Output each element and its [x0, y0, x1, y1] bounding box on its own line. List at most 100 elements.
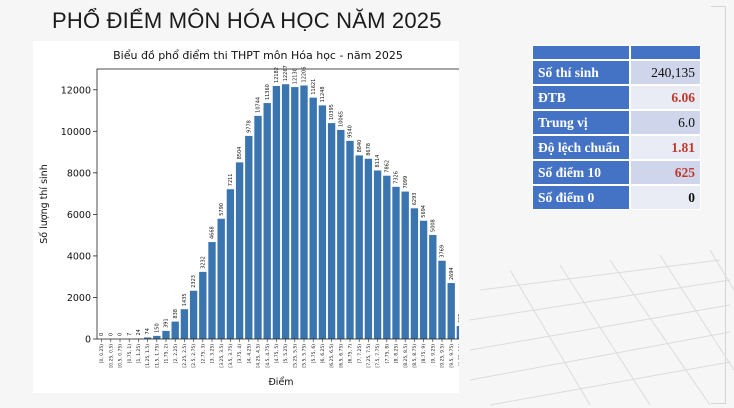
histogram-bar	[245, 135, 253, 339]
bar-value-label: 9540	[348, 125, 354, 138]
histogram-bar	[300, 85, 308, 339]
x-tick-label: [4.25, 4.5)	[256, 344, 262, 368]
x-tick-label: [7.5, 7.75)	[375, 344, 381, 368]
x-tick-label: [9.5, 9.75)	[449, 344, 455, 368]
x-tick-label: [4, 4.25)	[246, 344, 252, 363]
x-tick-label: [2, 2.25)	[173, 344, 179, 363]
histogram-bar	[199, 271, 207, 339]
bar-value-label: 11360	[265, 84, 271, 100]
bar-value-label: 0	[118, 333, 124, 336]
bar-value-label: 8114	[375, 155, 381, 168]
bar-value-label: 10395	[329, 104, 335, 120]
stats-value: 6.06	[630, 85, 701, 110]
x-tick-label: [8.75, 9)	[421, 344, 427, 363]
bar-value-label: 74	[145, 328, 151, 334]
x-tick-label: [0.25, 0.5)	[108, 344, 114, 368]
stats-row: Trung vị 6.0	[532, 110, 701, 135]
bar-value-label: 5694	[421, 205, 427, 218]
bar-value-label: 2694	[449, 267, 455, 280]
y-tick-label: 10000	[61, 127, 91, 138]
bar-value-label: 2323	[191, 275, 197, 288]
histogram-bar	[180, 309, 189, 339]
bar-value-label: 150	[154, 323, 160, 333]
x-tick-label: [8, 8.25)	[394, 344, 400, 363]
histogram-bar	[438, 260, 446, 339]
histogram-bar	[189, 290, 198, 339]
x-tick-label: [6.25, 6.5)	[329, 344, 335, 368]
histogram-bar	[401, 191, 409, 339]
x-tick-label: [3, 3.25)	[210, 344, 216, 363]
histogram-bar	[143, 337, 152, 339]
bar-value-label: 5008	[430, 219, 436, 232]
histogram-bar	[254, 115, 262, 340]
x-tick-label: [3.75, 4)	[237, 344, 243, 363]
histogram-bar	[355, 155, 363, 339]
histogram-bar	[263, 103, 271, 339]
x-tick-label: [5.75, 6)	[311, 344, 317, 363]
histogram-bar	[419, 220, 428, 339]
bar-value-label: 7099	[403, 176, 409, 189]
x-tick-label: [2.5, 2.75)	[191, 344, 197, 368]
bar-value-label: 12267	[283, 65, 289, 81]
x-tick-label: [0, 0.25)	[99, 344, 105, 363]
bar-value-label: 0	[108, 333, 114, 336]
bar-value-label: 838	[173, 309, 179, 319]
y-tick-label: 2000	[67, 293, 91, 304]
stats-label: Số thí sinh	[532, 60, 630, 85]
stats-value: 240,135	[630, 60, 701, 85]
x-tick-label: [2.75, 3)	[200, 344, 206, 363]
x-tick-label: [9.75, 10]	[458, 344, 459, 366]
histogram-bar	[410, 208, 419, 339]
x-tick-label: [6.75, 7)	[348, 344, 354, 363]
stats-row: Độ lệch chuẩn 1.81	[532, 135, 701, 160]
histogram-bar	[309, 97, 317, 339]
y-tick-label: 8000	[67, 168, 91, 179]
histogram-bar	[291, 87, 299, 339]
bar-value-label: 391	[164, 318, 170, 328]
histogram-bar	[327, 123, 336, 339]
stats-value: 6.0	[630, 110, 701, 135]
stats-row: Số điểm 10 625	[532, 160, 701, 185]
x-tick-label: [4.75, 5)	[274, 344, 280, 363]
bar-value-label: 8840	[357, 140, 363, 153]
bar-value-label: 8678	[366, 143, 372, 156]
bar-value-label: 11248	[320, 86, 326, 102]
stats-row: Số thí sinh 240,135	[532, 60, 701, 85]
statistics-table: Số thí sinh 240,135 ĐTB 6.06 Trung vị 6.0 Độ l…	[532, 45, 701, 210]
histogram-bar	[208, 242, 216, 339]
bar-value-label: 8504	[237, 147, 243, 160]
x-tick-label: [3.5, 3.75)	[228, 344, 234, 368]
bar-value-label: 7	[127, 333, 133, 336]
stats-label: Trung vị	[532, 110, 630, 135]
y-tick-label: 4000	[67, 251, 91, 262]
x-tick-label: [0.5, 0.75)	[118, 344, 124, 368]
x-tick-label: [8.5, 8.75)	[412, 344, 418, 368]
x-tick-label: [1.5, 1.75)	[154, 344, 160, 368]
x-tick-label: [0.75, 1)	[127, 344, 133, 363]
stats-header-cell	[630, 45, 701, 60]
bar-value-label: 10065	[338, 111, 344, 127]
x-tick-label: [5, 5.25)	[283, 344, 289, 363]
x-tick-label: [4.5, 4.75)	[265, 344, 271, 368]
x-tick-label: [5.5, 5.75)	[302, 344, 308, 368]
bar-value-label: 1435	[182, 293, 188, 306]
histogram-bar	[383, 175, 391, 339]
x-tick-label: [8.25, 8.5)	[403, 344, 409, 368]
bar-value-label: 7326	[394, 171, 400, 184]
stats-label: Độ lệch chuẩn	[532, 135, 630, 160]
x-tick-label: [2.25, 2.5)	[182, 344, 188, 368]
histogram-bar	[153, 335, 161, 339]
stats-value: 625	[630, 160, 701, 185]
stats-header-row	[532, 45, 701, 60]
stats-value: 1.81	[630, 135, 701, 160]
x-tick-label: [5.25, 5.5)	[292, 344, 298, 368]
x-tick-label: [9, 9.25)	[430, 344, 436, 363]
stats-value: 0	[630, 185, 701, 210]
histogram-bar	[337, 129, 345, 339]
plot-frame	[96, 68, 459, 340]
y-tick-label: 12000	[61, 85, 91, 96]
bar-value-label: 11621	[311, 79, 317, 95]
x-tick-label: [1.25, 1.5)	[145, 344, 151, 368]
histogram-bar	[373, 170, 382, 339]
